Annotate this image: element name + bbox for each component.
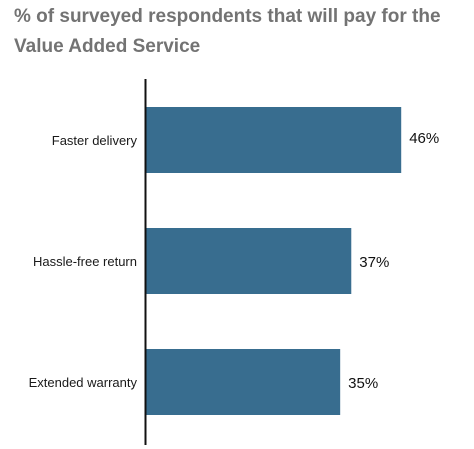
bar-faster-delivery [146,107,402,173]
chart-title: % of surveyed respondents that will pay … [14,6,441,57]
category-labels-group: Faster delivery Hassle-free return Extende… [29,133,138,390]
value-labels-group: 46% 37% 35% [348,130,439,392]
value-label-hassle-free-return: 37% [359,254,389,271]
value-label-faster-delivery: 46% [409,130,439,147]
bar-extended-warranty [146,349,341,415]
category-label-extended-warranty: Extended warranty [29,375,138,390]
value-label-extended-warranty: 35% [348,375,378,392]
bar-hassle-free-return [146,228,352,294]
category-label-hassle-free-return: Hassle-free return [33,254,137,269]
bars-group [146,107,402,415]
category-label-faster-delivery: Faster delivery [52,133,138,148]
